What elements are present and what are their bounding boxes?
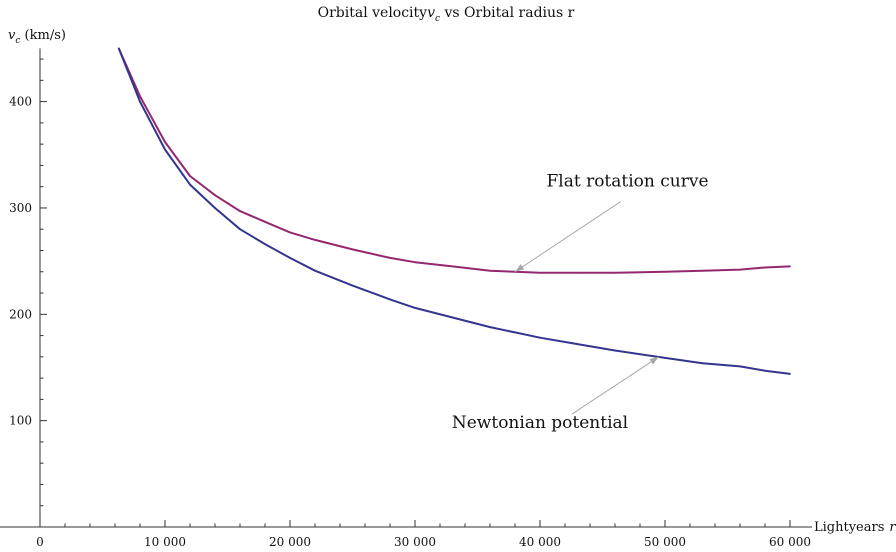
data-point <box>351 284 354 287</box>
x-axis-label: Lightyears r <box>814 520 896 535</box>
data-point <box>614 271 616 274</box>
x-tick-label: 0 <box>36 535 44 549</box>
data-point <box>576 271 579 274</box>
y-tick-label: 300 <box>9 201 32 215</box>
chart-title: Orbital velocityvc vs Orbital radius r <box>318 5 575 24</box>
axes: 0 10 000 20 000 30 000 40 000 50 000 60 000 100… <box>0 48 812 549</box>
annotation-arrowhead <box>649 356 659 365</box>
x-tick-label: 20 000 <box>269 535 311 549</box>
data-point <box>539 336 541 339</box>
x-tick-label: 50 000 <box>644 535 686 549</box>
x-tick-label: 10 000 <box>144 535 186 549</box>
data-point <box>414 307 416 309</box>
data-point <box>414 261 416 264</box>
flat-rotation-curve-line <box>117 47 791 274</box>
data-point <box>789 265 791 268</box>
data-point <box>664 270 666 273</box>
data-point <box>451 265 454 268</box>
y-tick-label: 100 <box>9 414 32 428</box>
data-point <box>189 175 191 177</box>
x-tick-label: 40 000 <box>519 535 561 549</box>
data-point <box>739 268 741 271</box>
data-point <box>139 95 141 98</box>
data-point <box>314 269 316 272</box>
data-point <box>164 148 166 151</box>
x-tick-label: 30 000 <box>394 535 436 549</box>
x-tick-label: 60 000 <box>769 535 811 549</box>
y-tick-label: 200 <box>9 307 32 321</box>
data-point <box>489 269 491 272</box>
annotations: Flat rotation curve Newtonian potential <box>452 172 709 433</box>
data-point <box>764 369 766 372</box>
data-point <box>189 183 191 186</box>
newtonian-potential-label: Newtonian potential <box>452 413 628 433</box>
data-point <box>701 362 704 365</box>
data-point <box>117 47 120 50</box>
data-point <box>139 100 141 103</box>
data-point <box>389 298 391 301</box>
y-tick-label: 400 <box>9 95 32 109</box>
data-point <box>214 194 216 197</box>
data-point <box>239 210 241 213</box>
annotation-arrow-line <box>514 201 621 273</box>
data-point <box>164 141 166 143</box>
data-point <box>389 257 391 259</box>
data-point <box>514 331 516 334</box>
newtonian-potential-line <box>117 48 791 375</box>
data-point <box>614 349 616 352</box>
annotation-arrow-line <box>571 356 660 415</box>
data-point <box>701 269 704 272</box>
data-point <box>664 357 666 359</box>
data-point <box>264 220 266 223</box>
data-point <box>489 326 491 328</box>
data-point <box>264 243 266 246</box>
data-point <box>314 239 316 241</box>
data-point <box>289 257 291 259</box>
y-axis-label: vc (km/s) <box>8 28 66 46</box>
data-point <box>351 248 354 251</box>
data-point <box>764 266 766 269</box>
flat-rotation-curve-label: Flat rotation curve <box>546 172 708 192</box>
data-point <box>214 207 216 209</box>
data-point <box>539 271 541 274</box>
data-point <box>576 343 579 345</box>
data-point <box>289 231 291 234</box>
data-point <box>789 373 791 375</box>
annotation-arrowhead <box>515 264 525 272</box>
data-point <box>451 316 454 319</box>
data-point <box>239 228 241 231</box>
data-point <box>739 365 741 368</box>
series-group <box>117 47 791 375</box>
